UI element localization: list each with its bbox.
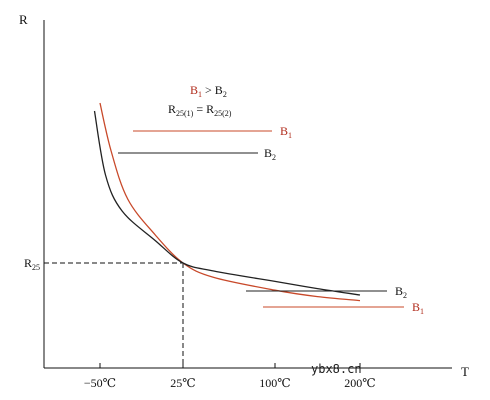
curves [93,102,361,302]
legend-b-comparison: B1 > B2 [190,83,227,99]
x-tick-label: 100℃ [259,376,290,390]
x-axis-label: T [461,364,469,379]
x-ticks: −50℃ 25℃ 100℃ 200℃ [84,363,376,390]
reference-lines [44,262,184,368]
series-label-b2: B2 [395,284,407,300]
y-tick-r25: R25 [24,256,40,272]
x-tick-label: 25℃ [170,376,195,390]
curve-b2 [93,110,361,296]
y-axis-label: R [19,12,28,27]
curve-b1 [99,102,361,302]
series-label-b1: B1 [280,124,292,140]
series-label-b1: B1 [412,300,424,316]
x-tick-label: −50℃ [84,376,116,390]
x-tick-label: 200℃ [344,376,375,390]
legend-r25-equality: R25(1) = R25(2) [168,102,232,118]
series-label-b2: B2 [264,146,276,162]
watermark: ybx8.cn [311,362,362,376]
